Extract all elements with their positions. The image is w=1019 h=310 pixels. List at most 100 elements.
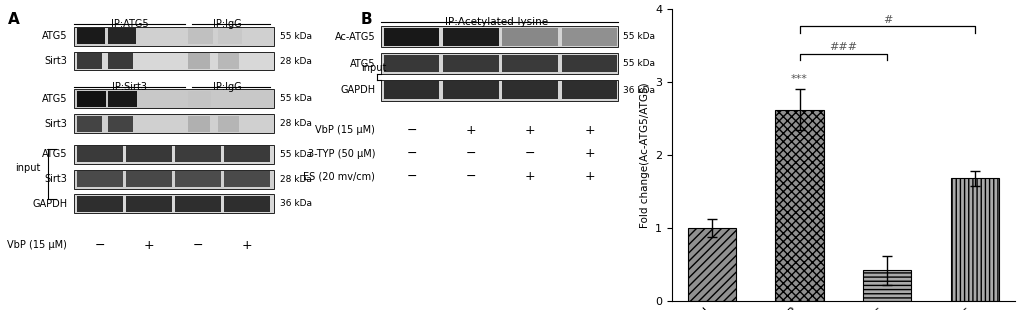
Bar [77, 196, 123, 212]
Text: 36 kDa: 36 kDa [623, 86, 654, 95]
Text: Ac-ATG5: Ac-ATG5 [334, 32, 375, 42]
Bar [73, 27, 273, 46]
Text: ATG5: ATG5 [42, 94, 67, 104]
Text: −: − [407, 124, 417, 137]
Bar [77, 171, 123, 187]
Text: +: + [525, 170, 535, 183]
Bar [383, 82, 439, 99]
Bar [443, 28, 498, 46]
Text: ATG5: ATG5 [42, 31, 67, 41]
Bar [218, 28, 243, 44]
Bar [175, 196, 221, 212]
Text: +: + [242, 239, 253, 252]
Text: 28 kDa: 28 kDa [280, 175, 312, 184]
Bar [77, 146, 123, 162]
Text: +: + [466, 124, 476, 137]
Text: GAPDH: GAPDH [33, 199, 67, 209]
Bar [502, 82, 557, 99]
Bar [77, 28, 105, 44]
Bar [502, 28, 557, 46]
Text: 55 kDa: 55 kDa [280, 95, 312, 104]
Bar [950, 178, 999, 301]
Bar [126, 196, 172, 212]
Bar [73, 145, 273, 164]
Text: −: − [525, 147, 535, 160]
Bar [224, 196, 270, 212]
Y-axis label: Fold change(Ac-ATG5/ATG5): Fold change(Ac-ATG5/ATG5) [639, 82, 649, 228]
Bar [73, 114, 273, 133]
Bar [218, 116, 238, 132]
Bar [189, 116, 210, 132]
Text: −: − [466, 147, 476, 160]
Bar [774, 110, 823, 301]
Bar [108, 28, 136, 44]
Text: 55 kDa: 55 kDa [623, 59, 654, 68]
Text: 55 kDa: 55 kDa [623, 32, 654, 41]
Text: +: + [584, 147, 594, 160]
Bar [108, 91, 137, 107]
Bar [381, 80, 616, 101]
Bar [224, 171, 270, 187]
Bar [77, 53, 102, 69]
Bar [73, 170, 273, 188]
Text: input: input [361, 63, 386, 73]
Text: +: + [144, 239, 154, 252]
Bar [383, 55, 439, 72]
Text: 36 kDa: 36 kDa [280, 199, 312, 208]
Bar [189, 28, 213, 44]
Bar [381, 26, 616, 47]
Text: −: − [193, 239, 203, 252]
Text: A: A [8, 12, 20, 27]
Bar [502, 55, 557, 72]
Bar [77, 116, 102, 132]
Text: ES (20 mv/cm): ES (20 mv/cm) [303, 172, 375, 182]
Text: input: input [15, 163, 41, 173]
Bar [108, 53, 132, 69]
Text: 28 kDa: 28 kDa [280, 56, 312, 65]
Bar [108, 116, 132, 132]
Bar [862, 270, 911, 301]
Text: ###: ### [828, 42, 857, 52]
Text: #: # [881, 15, 892, 24]
Text: +: + [525, 124, 535, 137]
Text: 55 kDa: 55 kDa [280, 150, 312, 159]
Text: ***: *** [791, 74, 807, 84]
Bar [381, 53, 616, 74]
Bar [77, 91, 106, 107]
Text: VbP (15 μM): VbP (15 μM) [7, 240, 67, 250]
Bar [443, 82, 498, 99]
Text: GAPDH: GAPDH [340, 85, 375, 95]
Bar [175, 146, 221, 162]
Text: −: − [466, 170, 476, 183]
Bar [383, 28, 439, 46]
Text: IP:IgG: IP:IgG [213, 82, 242, 92]
Text: 3-TYP (50 μM): 3-TYP (50 μM) [308, 148, 375, 158]
Text: B: B [361, 12, 372, 27]
Bar [561, 82, 616, 99]
Bar [224, 146, 270, 162]
Text: IP:ATG5: IP:ATG5 [111, 20, 148, 29]
Bar [687, 228, 735, 301]
Bar [218, 53, 238, 69]
Text: Sirt3: Sirt3 [45, 119, 67, 129]
Text: IP:Sirt3: IP:Sirt3 [112, 82, 147, 92]
Text: IP:IgG: IP:IgG [213, 20, 242, 29]
Text: 55 kDa: 55 kDa [280, 32, 312, 41]
Text: +: + [584, 124, 594, 137]
Text: −: − [407, 170, 417, 183]
Text: −: − [95, 239, 105, 252]
Text: +: + [584, 170, 594, 183]
Text: VbP (15 μM): VbP (15 μM) [315, 125, 375, 135]
Bar [126, 171, 172, 187]
Text: IP:Acetylated-lysine: IP:Acetylated-lysine [444, 17, 547, 27]
Bar [175, 171, 221, 187]
Bar [218, 91, 240, 107]
Bar [189, 53, 210, 69]
Bar [561, 55, 616, 72]
Text: ATG5: ATG5 [42, 149, 67, 159]
Bar [73, 89, 273, 108]
Bar [126, 146, 172, 162]
Text: Sirt3: Sirt3 [45, 174, 67, 184]
Bar [73, 51, 273, 70]
Bar [561, 28, 616, 46]
